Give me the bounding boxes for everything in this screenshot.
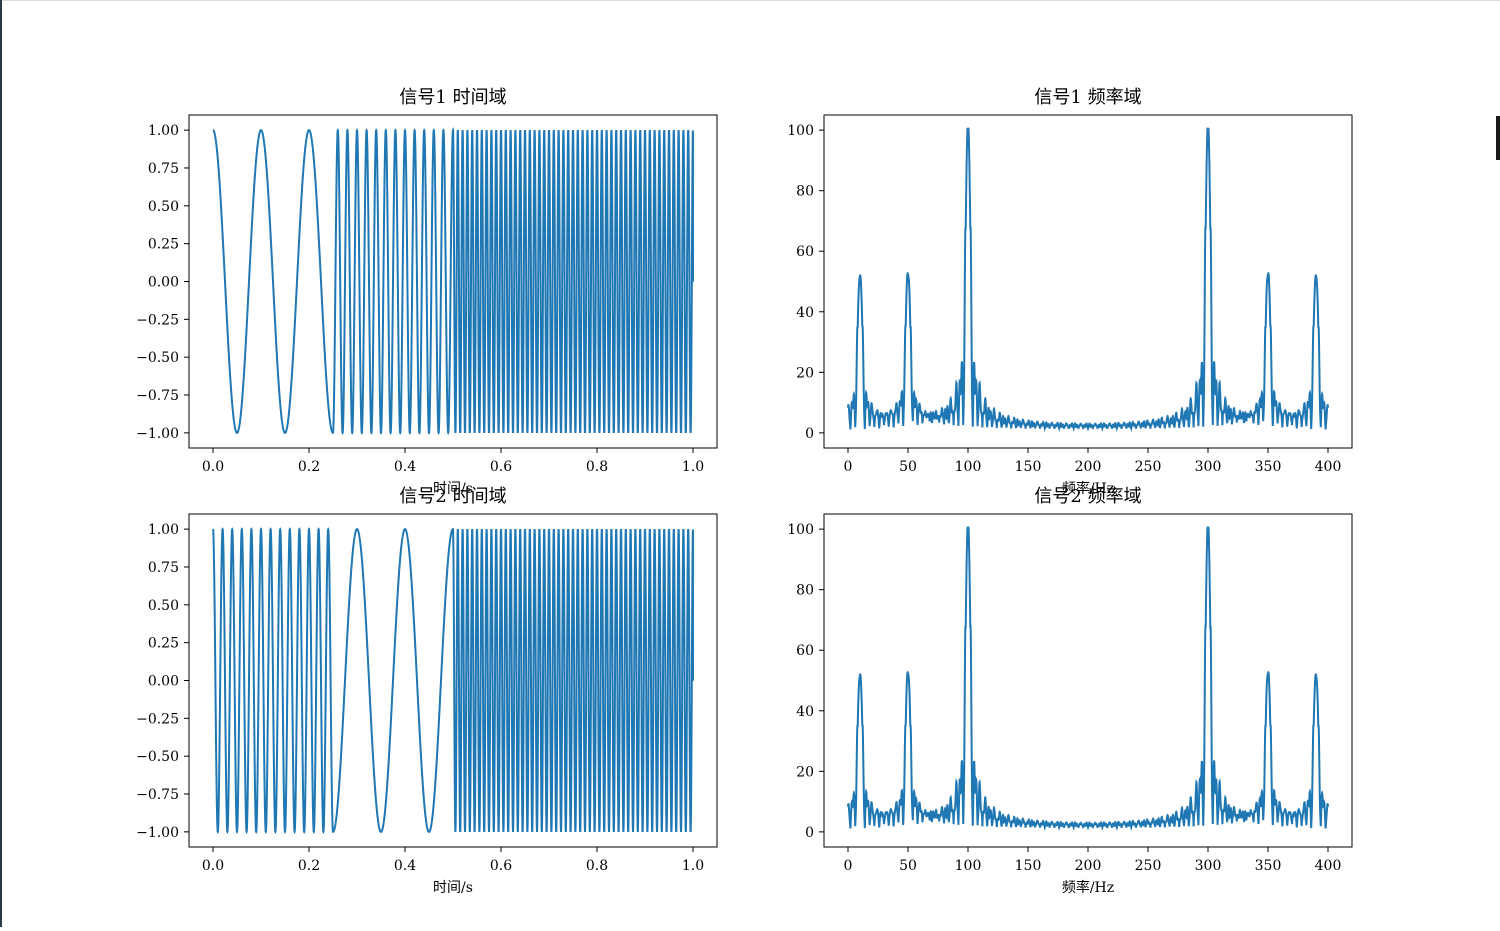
x-tick-label: 250 [1135,459,1162,475]
x-tick-label: 0.4 [394,858,416,874]
y-tick-label: 60 [796,643,814,659]
y-tick-label: 0 [805,426,814,442]
x-tick-label: 200 [1075,858,1102,874]
y-tick-label: 60 [796,244,814,260]
series-line-3 [212,527,694,834]
y-tick-label: 40 [796,704,814,720]
subplot-2: 0 50 100 150 200 250 300 350 400 0 20 40 60 80 100 信号1 … [787,87,1353,497]
x-tick-label: 0.4 [394,459,416,475]
x-tick-label: 200 [1075,459,1102,475]
y-tick-label: 0 [805,825,814,841]
x-tick-label: 0 [844,459,853,475]
x-tick-label: 150 [1015,858,1042,874]
subplot-title: 信号2 时间域 [399,486,506,507]
y-tick-label: 0.25 [148,237,179,253]
x-tick-label: 0 [844,858,853,874]
subplot-title: 信号1 频率域 [1034,87,1141,108]
x-tick-label: 0.8 [586,459,608,475]
y-tick-label: 20 [796,365,814,381]
window-top-border [0,0,1500,1]
y-tick-label: 80 [796,583,814,599]
subplot-title: 信号1 时间域 [399,87,506,108]
y-tick-label: 80 [796,184,814,200]
x-tick-label: 1.0 [682,459,704,475]
x-axis-label: 频率/Hz [1062,480,1114,497]
y-tick-label: 0.75 [148,560,179,576]
x-tick-label: 350 [1255,858,1282,874]
y-tick-label: 40 [796,305,814,321]
x-tick-label: 300 [1195,858,1222,874]
x-tick-label: 0.8 [586,858,608,874]
x-tick-label: 0.6 [490,858,512,874]
y-tick-label: 20 [796,764,814,780]
y-tick-label: −0.50 [136,350,179,366]
x-tick-label: 0.2 [298,858,320,874]
y-tick-label: 0.75 [148,161,179,177]
x-tick-label: 150 [1015,459,1042,475]
x-axis-label: 时间/s [433,880,473,896]
subplot-4: 0 50 100 150 200 250 300 350 400 0 20 40 60 80 100 信号2 … [787,486,1353,896]
x-tick-label: 300 [1195,459,1222,475]
scrollbar-thumb[interactable] [1496,116,1500,160]
x-tick-label: 250 [1135,858,1162,874]
y-tick-label: 1.00 [148,123,179,139]
x-axis-label: 频率/Hz [1062,879,1114,896]
y-tick-label: 0.50 [148,199,179,215]
y-tick-label: 0.00 [148,674,179,690]
y-tick-label: 100 [787,123,814,139]
y-tick-label: −0.75 [136,388,179,404]
series-line-1 [212,127,694,435]
x-tick-label: 100 [955,459,982,475]
series-line-2 [847,127,1329,433]
subplot-1: 0.0 0.2 0.4 0.6 0.8 1.0 1.00 0.75 0.50 0.25 0.00 −0… [136,87,718,497]
subplot-3: 0.0 0.2 0.4 0.6 0.8 1.0 1.00 0.75 0.50 0.25 0.00 −0… [136,486,718,896]
x-tick-label: 50 [899,459,917,475]
x-tick-label: 0.0 [202,858,224,874]
y-tick-label: −0.25 [136,312,179,328]
x-tick-label: 0.6 [490,459,512,475]
y-tick-label: 1.00 [148,522,179,538]
x-tick-label: 0.2 [298,459,320,475]
y-tick-label: 0.25 [148,636,179,652]
y-tick-label: −1.00 [136,825,179,841]
y-tick-label: −0.25 [136,711,179,727]
x-tick-label: 400 [1315,459,1342,475]
y-tick-label: −0.50 [136,749,179,765]
x-tick-label: 100 [955,858,982,874]
y-tick-label: 0.50 [148,598,179,614]
y-tick-label: −1.00 [136,426,179,442]
x-tick-label: 350 [1255,459,1282,475]
x-tick-label: 400 [1315,858,1342,874]
x-tick-label: 1.0 [682,858,704,874]
y-tick-label: −0.75 [136,787,179,803]
x-tick-label: 0.0 [202,459,224,475]
x-tick-label: 50 [899,858,917,874]
series-line-4 [847,526,1329,832]
x-axis-label: 时间/s [433,481,473,497]
y-tick-label: 0.00 [148,275,179,291]
window-left-border [0,0,2,927]
y-tick-label: 100 [787,522,814,538]
subplot-title: 信号2 频率域 [1034,486,1141,507]
